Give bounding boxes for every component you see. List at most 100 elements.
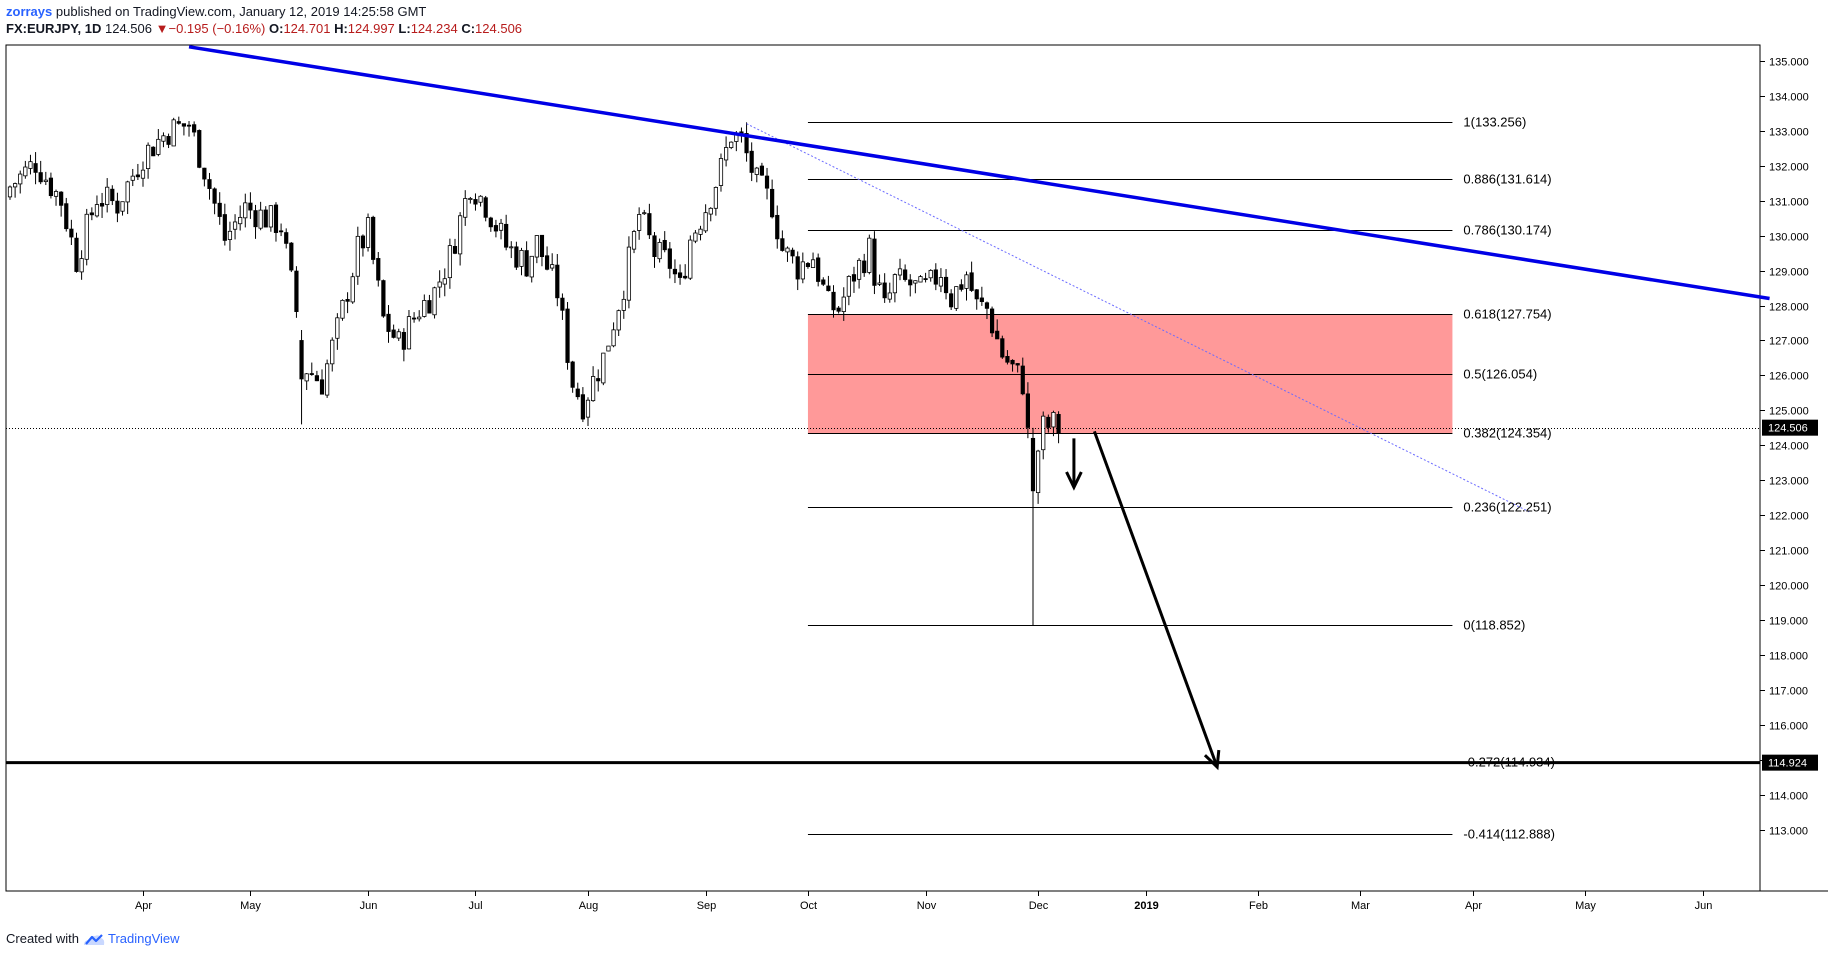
candle-body: [202, 167, 207, 180]
x-tick-label: Jun: [360, 900, 378, 912]
candle-body: [923, 278, 928, 280]
candle-body: [759, 165, 765, 176]
candle-body: [417, 316, 422, 320]
candle-body: [785, 247, 790, 253]
low-label: L:: [398, 21, 411, 36]
time-axis[interactable]: Apr May Jun Jul Aug Sep Oct Nov Dec 2019 Feb Mar Apr…: [135, 891, 1712, 912]
candle-body: [903, 269, 908, 280]
candle-body: [13, 183, 18, 188]
candle-body: [780, 238, 785, 251]
candle-body: [376, 258, 381, 281]
publisher-info: published on TradingView.com, January 12…: [55, 4, 427, 19]
tradingview-link[interactable]: TradingView: [83, 931, 180, 946]
price-change: −0.195 (−0.16%): [168, 21, 266, 36]
candle-body: [110, 188, 115, 202]
candle-body: [278, 230, 284, 233]
candle-body: [498, 222, 504, 231]
arrow-2-shaft: [1092, 430, 1219, 768]
candle-body: [979, 297, 984, 303]
change-down-icon: ▼: [155, 21, 169, 36]
y-tick-label: 131.000: [1769, 197, 1809, 209]
candle-body: [596, 378, 601, 382]
candle-body: [529, 255, 534, 278]
dotted-trendline: [746, 123, 1530, 513]
candle-body: [703, 212, 708, 232]
candle-body: [1010, 359, 1015, 365]
candle-body: [831, 291, 836, 311]
candle-body: [826, 285, 831, 292]
candle-body: [166, 136, 171, 145]
candle-body: [289, 242, 294, 271]
y-tick-label: 120.000: [1769, 581, 1809, 593]
close-label: C:: [461, 21, 476, 36]
tradingview-brand: TradingView: [107, 931, 180, 946]
publisher-username[interactable]: zorrays: [6, 4, 53, 19]
candle-body: [1005, 356, 1010, 363]
candle-body: [621, 298, 626, 311]
y-tick-label: 130.000: [1769, 232, 1809, 244]
candle-body: [33, 163, 38, 173]
x-tick-label: Oct: [800, 900, 817, 912]
candle-body: [1051, 411, 1056, 428]
price-axis[interactable]: 113.000114.000115.000116.000117.000118.0…: [1760, 57, 1818, 838]
fib-label-0.618: 0.618(127.754): [1463, 307, 1551, 322]
candle-body: [442, 278, 447, 285]
fib-label--0.272: -0.272(114.934): [1463, 755, 1555, 770]
candle-body: [7, 186, 13, 198]
candle-body: [325, 363, 330, 396]
candle-body: [862, 260, 867, 274]
symbol-label[interactable]: FX:EURJPY, 1D: [6, 21, 102, 36]
candle-body: [642, 212, 647, 215]
x-tick-label: Jun: [1695, 900, 1713, 912]
candle-body: [637, 214, 642, 231]
y-tick-label: 129.000: [1769, 267, 1809, 279]
candle-body: [749, 150, 754, 173]
candle-body: [591, 376, 596, 402]
candle-body: [232, 221, 238, 230]
x-tick-label: Dec: [1029, 900, 1049, 912]
last-price: 124.506: [105, 21, 152, 36]
candle-body: [887, 292, 892, 300]
candle-body: [575, 388, 580, 398]
candle-body: [156, 138, 161, 155]
candle-body: [949, 293, 954, 308]
candle-body: [227, 230, 233, 240]
candle-body: [94, 204, 100, 217]
candle-body: [877, 282, 882, 285]
candle-body: [217, 202, 222, 217]
candle-body: [611, 329, 616, 347]
x-tick-label: Aug: [579, 900, 599, 912]
candle-body: [550, 264, 555, 269]
candle-body: [846, 275, 851, 297]
candle-body: [984, 302, 990, 309]
arrow-2-head: [1203, 749, 1221, 771]
candle-body: [28, 161, 33, 169]
price-tag-label: 124.506: [1768, 423, 1808, 435]
candle-body: [365, 217, 371, 248]
candle-body: [151, 146, 156, 157]
created-with-label: Created with: [6, 931, 79, 946]
candle-body: [938, 277, 944, 287]
candle-body: [176, 121, 181, 124]
open-label: O:: [268, 21, 284, 36]
candle-body: [754, 167, 759, 175]
candle-body: [69, 228, 74, 238]
candle-body: [964, 274, 969, 289]
footer: Created with TradingView: [6, 931, 180, 946]
fib-label-0.5: 0.5(126.054): [1463, 367, 1537, 382]
candle-body: [565, 308, 570, 363]
candle-body: [171, 119, 176, 147]
candle-body: [539, 234, 545, 258]
candle-body: [381, 280, 386, 317]
candle-body: [222, 214, 227, 241]
candle-body: [897, 268, 903, 276]
candle-body: [314, 375, 320, 382]
candle-body: [1015, 363, 1020, 366]
candle-body: [974, 289, 979, 300]
candle-body: [468, 198, 473, 200]
x-tick-label: Sep: [697, 900, 717, 912]
candle-body: [672, 268, 678, 275]
candle-body: [882, 282, 887, 299]
candle-body: [841, 296, 846, 312]
